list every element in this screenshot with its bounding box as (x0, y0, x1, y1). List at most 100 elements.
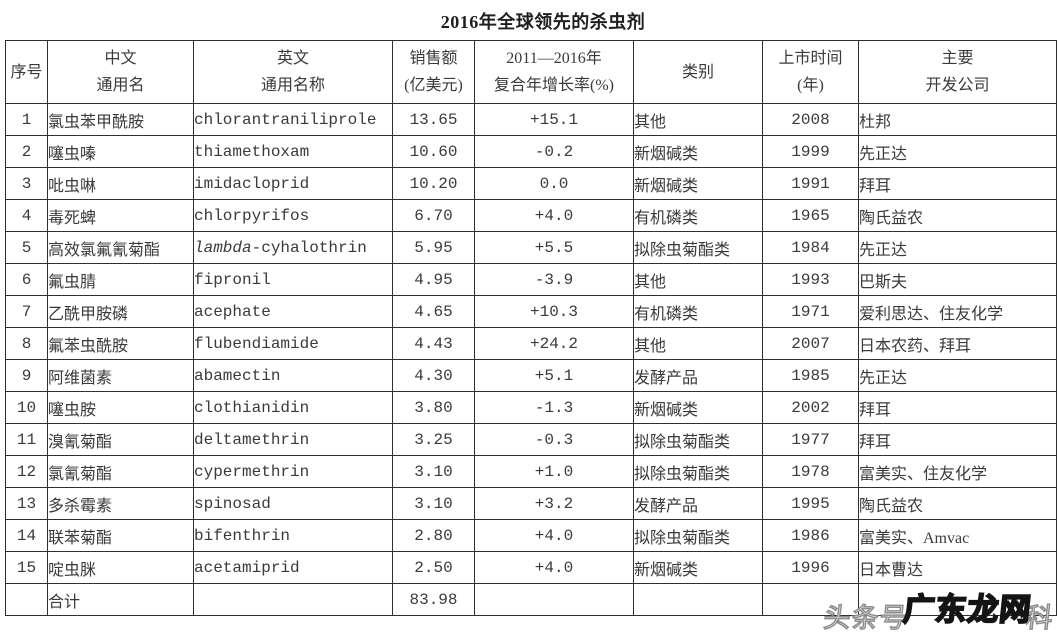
table-row: 11 溴氰菊酯 deltamethrin 3.25 -0.3 拟除虫菊酯类 1977 拜耳 (5, 423, 1057, 456)
cell-category: 拟除虫菊酯类 (633, 231, 763, 264)
table-row: 4 毒死蜱 chlorpyrifos 6.70 +4.0 有机磷类 1965 陶氏益农 (5, 199, 1057, 232)
col-header-label: 复合年增长率(%) (494, 77, 614, 94)
table-row: 3 吡虫啉 imidacloprid 10.20 0.0 新烟碱类 1991 拜耳 (5, 167, 1057, 200)
cell-sales: 10.60 (392, 135, 475, 168)
cell-en: flubendiamide (193, 327, 393, 360)
cell-no: 9 (5, 359, 48, 392)
cell-year: 1986 (762, 519, 859, 552)
cell-company: 富美实、Amvac (858, 519, 1057, 552)
cell-sales: 2.50 (392, 551, 475, 584)
cell-category: 有机磷类 (633, 295, 763, 328)
cell-cagr: +5.5 (474, 231, 634, 264)
table-row: 2 噻虫嗪 thiamethoxam 10.60 -0.2 新烟碱类 1999 先正达 (5, 135, 1057, 168)
col-header-label: (亿美元) (404, 77, 463, 94)
cell-year: 1984 (762, 231, 859, 264)
col-header-cn-name: 中文 通用名 (47, 40, 194, 104)
cell-year: 1985 (762, 359, 859, 392)
cell-cn: 溴氰菊酯 (47, 423, 194, 456)
cell-no: 14 (5, 519, 48, 552)
header-row: 序号 中文 通用名 英文 通用名称 销售额 (亿美元) 2011—2016年 (5, 40, 1057, 104)
cell-sales: 4.65 (392, 295, 475, 328)
cell-en: chlorantraniliprole (193, 103, 393, 136)
col-header-label: 通用名称 (260, 77, 325, 94)
cell-en: abamectin (193, 359, 393, 392)
cell-sales: 3.10 (392, 455, 475, 488)
cell-cn: 阿维菌素 (47, 359, 194, 392)
col-header-developer: 主要 开发公司 (858, 40, 1057, 104)
cell-en (193, 583, 393, 616)
cell-category (633, 583, 763, 616)
cell-no: 10 (5, 391, 48, 424)
cell-cn: 噻虫嗪 (47, 135, 194, 168)
cell-category: 发酵产品 (633, 359, 763, 392)
cell-no (5, 583, 48, 616)
cell-year: 1977 (762, 423, 859, 456)
col-header-category: 类别 (633, 40, 763, 104)
cell-no: 4 (5, 199, 48, 232)
cell-year: 1995 (762, 487, 859, 520)
cell-en: deltamethrin (193, 423, 393, 456)
cell-no: 8 (5, 327, 48, 360)
cell-en: spinosad (193, 487, 393, 520)
cell-en: cypermethrin (193, 455, 393, 488)
cell-cn: 氟虫腈 (47, 263, 194, 296)
cell-company: 拜耳 (858, 167, 1057, 200)
cell-en: thiamethoxam (193, 135, 393, 168)
cell-en: acephate (193, 295, 393, 328)
cell-sales: 2.80 (392, 519, 475, 552)
cell-no: 11 (5, 423, 48, 456)
cell-cagr: +4.0 (474, 199, 634, 232)
cell-cagr: -1.3 (474, 391, 634, 424)
cell-company: 先正达 (858, 135, 1057, 168)
cell-company (858, 583, 1057, 616)
cell-no: 5 (5, 231, 48, 264)
cell-company: 拜耳 (858, 391, 1057, 424)
cell-cn: 吡虫啉 (47, 167, 194, 200)
cell-year: 1991 (762, 167, 859, 200)
cell-year: 2008 (762, 103, 859, 136)
cell-sales: 83.98 (392, 583, 475, 616)
cell-category: 有机磷类 (633, 199, 763, 232)
cell-cagr: +3.2 (474, 487, 634, 520)
cell-company: 陶氏益农 (858, 487, 1057, 520)
cell-en: lambda-cyhalothrin (193, 231, 393, 264)
cell-year (762, 583, 859, 616)
cell-sales: 4.30 (392, 359, 475, 392)
cell-category: 新烟碱类 (633, 391, 763, 424)
cell-sales: 4.95 (392, 263, 475, 296)
col-header-label: (年) (797, 77, 824, 94)
cell-cagr (474, 583, 634, 616)
cell-cagr: +15.1 (474, 103, 634, 136)
col-header-label: 英文 (276, 50, 309, 67)
cell-company: 巴斯夫 (858, 263, 1057, 296)
cell-sales: 5.95 (392, 231, 475, 264)
cell-sales: 6.70 (392, 199, 475, 232)
insecticide-table: 序号 中文 通用名 英文 通用名称 销售额 (亿美元) 2011—2016年 (5, 40, 1057, 616)
table-row: 13 多杀霉素 spinosad 3.10 +3.2 发酵产品 1995 陶氏益农 (5, 487, 1057, 520)
cell-year: 1993 (762, 263, 859, 296)
col-header-label: 上市时间 (778, 50, 843, 67)
cell-cagr: +24.2 (474, 327, 634, 360)
cell-cagr: +10.3 (474, 295, 634, 328)
table-row: 12 氯氰菊酯 cypermethrin 3.10 +1.0 拟除虫菊酯类 1978 富美实、… (5, 455, 1057, 488)
cell-en: bifenthrin (193, 519, 393, 552)
cell-cn: 氟苯虫酰胺 (47, 327, 194, 360)
cell-category: 发酵产品 (633, 487, 763, 520)
col-header-label: 中文 (104, 50, 137, 67)
cell-category: 新烟碱类 (633, 135, 763, 168)
col-header-label: 开发公司 (925, 77, 990, 94)
cell-cn: 毒死蜱 (47, 199, 194, 232)
cell-no: 2 (5, 135, 48, 168)
cell-cn: 啶虫脒 (47, 551, 194, 584)
col-header-cagr: 2011—2016年 复合年增长率(%) (474, 40, 634, 104)
table-row: 10 噻虫胺 clothianidin 3.80 -1.3 新烟碱类 2002 拜耳 (5, 391, 1057, 424)
col-header-label: 序号 (10, 63, 43, 81)
cell-category: 拟除虫菊酯类 (633, 519, 763, 552)
table-body: 1 氯虫苯甲酰胺 chlorantraniliprole 13.65 +15.1 其他 20… (5, 103, 1057, 616)
cell-no: 1 (5, 103, 48, 136)
col-header-launch-year: 上市时间 (年) (762, 40, 859, 104)
col-header-label: 2011—2016年 (506, 50, 602, 67)
cell-cagr: 0.0 (474, 167, 634, 200)
cell-en: clothianidin (193, 391, 393, 424)
